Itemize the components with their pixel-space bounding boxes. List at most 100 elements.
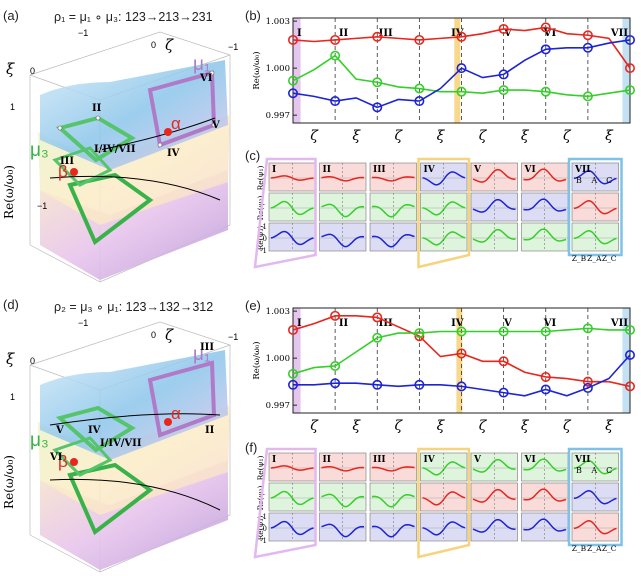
tick-0: 0 [263,525,267,533]
series-blue-marker [330,378,341,389]
series-green-marker [414,328,425,339]
beta-label-a: β [58,162,68,181]
alpha-path-d [49,413,221,426]
x-section-label: ζ [395,128,404,144]
vii-z-label: Z_B [572,254,587,263]
mode-section-label: VI [524,455,536,465]
section-label: VII [610,318,628,329]
x-section-label: ξ [521,128,530,144]
x-section-label: ξ [437,418,446,434]
vii-z-label: Z_A [587,254,602,263]
mode-section-label: II [323,165,331,175]
section-IV-frame [417,447,471,559]
mode-section-label: VII [574,165,590,175]
series-blue-marker [414,96,425,107]
tick-d-2: 0 [151,330,157,340]
alpha-label-a: α [171,114,181,133]
series-blue-marker [456,63,467,74]
mode-profile-curve [321,493,365,508]
mode-profile-curve [523,198,567,212]
vii-mark: B [576,466,582,475]
mode-row-label: Re(ψ₁) [256,456,265,481]
y-tick-label: 0.997 [266,111,290,121]
mode-section-label: V [473,455,482,465]
series-red-line [292,315,631,388]
series-green-marker [624,85,635,96]
series-green-marker [456,326,467,337]
x-section-label: ζ [563,128,572,144]
mode-profile-curve [523,458,567,472]
y-tick-label: 1.000 [266,64,290,74]
zlabel-a: Re(ω/ω₀) [1,165,16,219]
series-red-marker [414,331,425,342]
zeta-axis-label-a: ζ [165,36,174,54]
x-section-label: ξ [605,128,614,144]
mode-profile-curve [523,488,567,502]
series-blue-marker [498,387,509,398]
xi-axis-label-a: ξ [6,60,15,78]
series-red-marker [624,63,635,74]
pt-d-II: II [205,425,215,436]
y-tick-label: 0.997 [266,401,290,411]
y-tick-label: 1.003 [266,307,290,317]
section-VII-frame [567,157,623,257]
section-IV-band [456,308,463,413]
mode-profile-curve [523,228,567,242]
mu3-loop-lower-d [67,462,154,536]
series-green-marker [498,85,509,96]
series-green-marker [540,326,551,337]
pt-a-V: V [212,120,220,131]
series-red-marker [456,348,467,359]
series-green-marker [372,332,383,343]
y-tick-label: 1.000 [266,354,290,364]
panel-c-label: (c) [245,148,261,163]
x-section-label: ζ [395,418,404,434]
alpha-path [99,117,216,151]
series-red-line [292,26,631,69]
x-section-label: ξ [605,418,614,434]
series-green-marker [372,77,383,88]
mode-profile-curve [371,493,415,508]
mu3-loop-lower [67,172,154,246]
series-blue-marker [330,96,341,107]
panel-a-label: (a) [3,8,19,23]
pt-a-I-IV-VII: I/IV/VII [94,144,136,155]
section-label: II [339,28,349,39]
mode-profile-curve [321,203,365,218]
mode-profile-curve [270,520,314,536]
pt-d-I-IV-VII: I/IV/VII [100,438,142,449]
tick-d-3: −1 [228,332,239,342]
series-green-marker [456,86,467,97]
mode-profile-curve [270,465,314,471]
series-blue-marker [372,379,383,390]
mu1-label-d: μ₁ [193,344,211,365]
series-green-marker [330,360,341,371]
beta-path [49,175,221,201]
section-label: I [297,28,302,39]
series-blue-marker [287,379,298,390]
vii-mark: C [606,466,612,475]
series-blue-marker [540,44,551,55]
section-IV-frame [417,157,471,269]
series-green-marker [330,50,341,61]
vii-z-label: Z_A [587,544,602,553]
pt-d-V: V [56,425,64,436]
tick-m1: -1 [260,537,267,545]
series-green-marker [624,324,635,335]
series-blue-marker [624,34,635,45]
vii-mark: A [590,466,597,475]
beta-path-d [49,478,221,511]
alpha-point-d [164,418,172,426]
alpha-point [164,128,172,136]
mode-section-label: III [373,165,386,175]
series-red-marker [330,310,341,321]
mu1-label-a: μ₁ [193,54,211,75]
pt-a-VI: VI [200,73,213,84]
alpha-label-d: α [171,404,181,423]
mode-profile-curve [371,233,415,248]
series-red-marker [330,34,341,45]
mode-profile-curve [371,203,415,218]
series-red-marker [540,22,551,33]
mode-profile-curve [321,523,365,538]
